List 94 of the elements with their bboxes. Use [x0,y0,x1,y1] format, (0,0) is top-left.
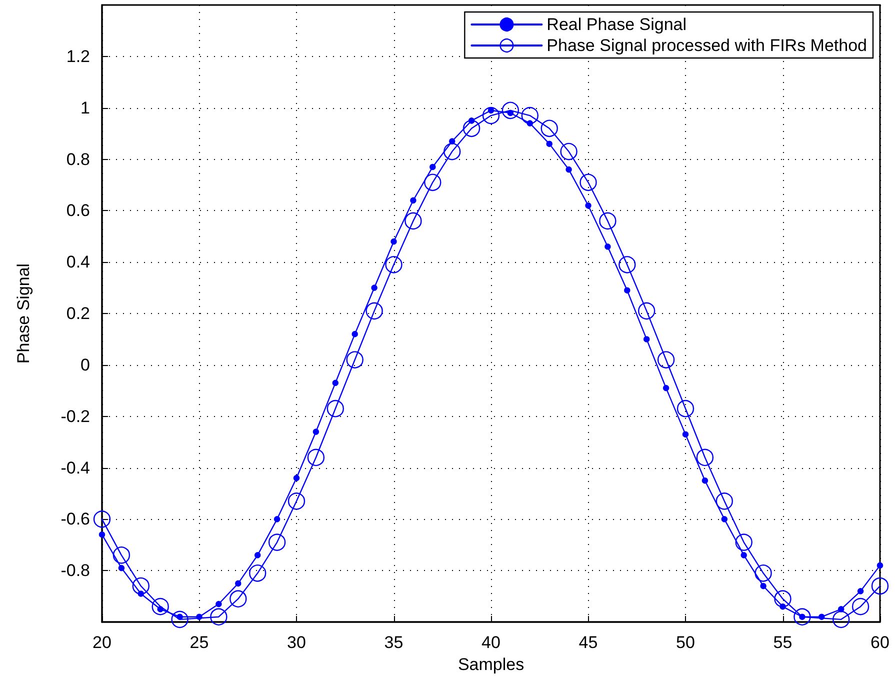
point [390,238,397,245]
y-tick-label: -0.4 [60,458,90,478]
point [540,120,558,137]
point [216,600,222,608]
point [702,478,708,484]
point [274,516,280,522]
point [832,610,850,628]
point [307,448,325,466]
point [312,428,320,435]
point [774,590,792,608]
y-axis-title: Phase Signal [14,263,33,364]
point [288,492,306,510]
point [876,562,884,569]
x-axis-title: Samples [458,654,524,674]
y-tick-label: -0.6 [60,510,90,529]
point [585,202,592,209]
point [502,102,520,119]
point [352,330,358,338]
point [754,564,772,582]
point [644,336,650,342]
point [618,256,636,274]
point [521,106,538,124]
point [210,608,228,626]
point [196,614,202,620]
y-tick-label: 1.2 [66,46,90,66]
point [662,384,670,392]
point [560,142,578,160]
y-tick-label: 0.2 [66,304,90,323]
point [268,534,286,551]
point [171,610,188,628]
point [371,284,378,291]
y-tick-label: 0.4 [66,252,90,272]
point [326,400,344,418]
point [838,606,844,612]
x-tick-label: 50 [676,633,695,652]
x-tick-label: 20 [92,633,112,652]
y-tick-label: 1 [80,98,90,118]
point [696,448,714,466]
point [410,197,416,204]
x-tick-label: 35 [384,633,404,652]
x-tick-label: 60 [870,633,890,652]
point [857,588,864,594]
point [462,120,480,137]
point [430,164,436,170]
point [716,492,733,510]
y-tick-label: -0.2 [60,406,90,426]
point [385,256,402,274]
point [740,552,747,558]
point [332,380,338,386]
point [249,564,266,582]
point [444,142,461,160]
x-tick-label: 25 [190,633,209,652]
point [604,244,611,250]
point [230,590,247,608]
point [638,302,656,320]
x-tick-label: 45 [578,633,598,652]
point [682,431,689,438]
point [676,400,694,418]
point [112,546,130,564]
point [546,140,552,147]
point [366,302,383,320]
point [818,614,825,620]
legend-label: Phase Signal processed with FIRs Method [546,36,867,55]
y-tick-label: 0.8 [66,150,90,169]
point [599,212,616,230]
point [118,564,125,572]
point [871,577,889,595]
point [624,287,630,294]
y-tick-label: 0.6 [66,201,90,220]
point [657,351,675,368]
legend-label: Real Phase Signal [546,15,687,34]
point [852,598,870,616]
point [152,598,169,616]
y-tick-label: 0 [80,355,90,374]
point [566,166,572,173]
point [132,577,150,595]
point [254,552,261,558]
point [404,212,422,230]
point [424,174,442,191]
point [293,474,300,482]
point [735,534,752,551]
point [98,531,106,538]
point [760,582,766,590]
x-tick-label: 30 [287,633,306,652]
point [488,107,494,114]
x-tick-label: 55 [773,633,792,652]
point [580,174,597,191]
point [93,510,111,528]
x-tick-label: 40 [482,633,500,652]
point [346,351,364,368]
point [235,580,242,587]
point [721,516,728,522]
point [482,106,500,124]
y-tick-label: -0.8 [60,561,90,580]
